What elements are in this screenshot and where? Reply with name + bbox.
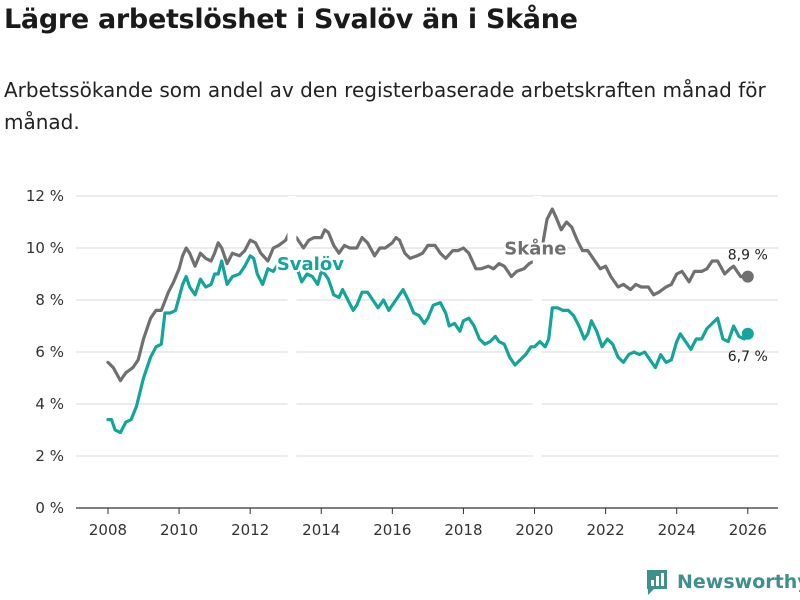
newsworthy-logo-icon: [647, 570, 667, 595]
brand-logo[interactable]: Newsworthy: [645, 568, 800, 596]
svalov-label-gap: [287, 196, 297, 506]
x-tick-label: 2016: [373, 521, 411, 539]
svalov-end-label: 6,7 %: [728, 349, 768, 365]
skane-series-label: Skåne: [504, 238, 566, 260]
y-tick-label: 4 %: [35, 395, 64, 413]
skane-end-label: 8,9 %: [728, 248, 768, 264]
y-tick-label: 2 %: [35, 447, 64, 465]
brand-name: Newsworthy: [677, 571, 800, 593]
x-axis: 2008 2010 2012 2014 2016 2018 2020 2022 2024 2026: [89, 508, 767, 539]
skane-end-point: [741, 270, 754, 283]
x-tick-label: 2024: [658, 521, 696, 539]
x-tick-label: 2014: [302, 521, 340, 539]
skane-line: [106, 207, 750, 383]
chart-title: Lägre arbetslöshet i Svalöv än i Skåne: [4, 4, 578, 35]
series-lines: [106, 196, 754, 506]
svalov-line: [106, 254, 750, 435]
x-tick-label: 2022: [587, 521, 625, 539]
x-tick-label: 2008: [89, 521, 127, 539]
x-tick-label: 2010: [160, 521, 198, 539]
skane-label-gap: [532, 196, 542, 506]
y-tick-label: 6 %: [35, 343, 64, 361]
y-tick-label: 8 %: [35, 291, 64, 309]
y-tick-label: 0 %: [35, 499, 64, 517]
x-tick-label: 2018: [444, 521, 482, 539]
svalov-end-point: [741, 327, 754, 340]
chart-subtitle: Arbetssökande som andel av den registerb…: [4, 78, 766, 134]
y-tick-label: 10 %: [26, 239, 64, 257]
x-tick-label: 2012: [231, 521, 269, 539]
svalov-series-label: Svalöv: [277, 254, 344, 275]
x-tick-label: 2020: [515, 521, 553, 539]
y-tick-label: 12 %: [26, 187, 64, 205]
x-tick-label: 2026: [729, 521, 767, 539]
chart-labels: Skåne Svalöv 8,9 % 6,7 %: [275, 236, 768, 365]
